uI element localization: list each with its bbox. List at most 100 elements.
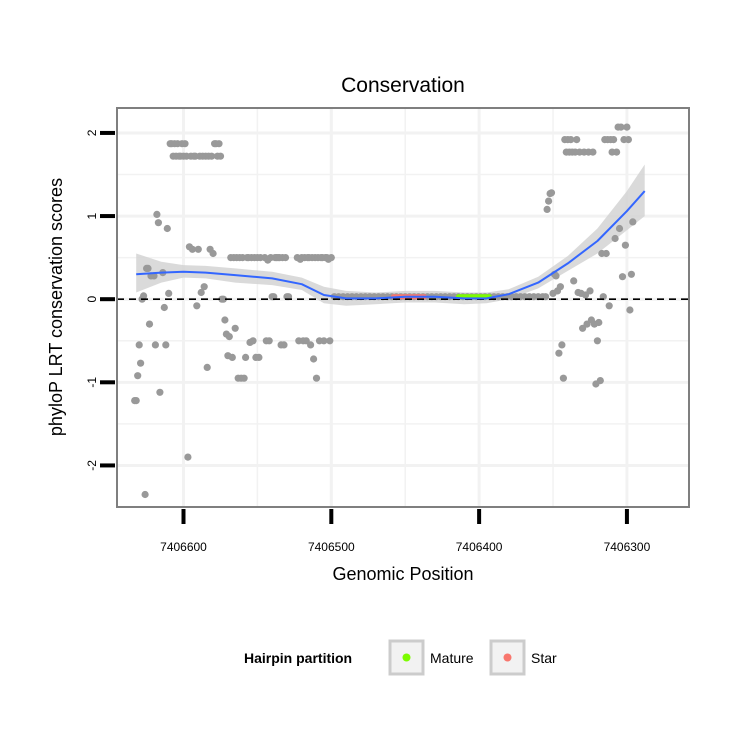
data-point	[307, 341, 315, 349]
data-point	[558, 341, 566, 349]
data-point	[547, 189, 556, 197]
data-point	[162, 341, 170, 349]
panel-border	[116, 107, 690, 508]
data-point	[151, 341, 159, 349]
data-point	[219, 295, 227, 303]
data-point	[615, 224, 624, 233]
smooth-fit-line	[136, 190, 646, 300]
data-point	[618, 273, 627, 281]
data-point	[156, 388, 164, 396]
data-point	[216, 152, 225, 160]
data-point	[225, 333, 233, 341]
y-tick-label: -1	[85, 377, 99, 388]
data-point	[320, 337, 328, 345]
x-tick-label: 7406300	[604, 540, 651, 554]
data-point	[240, 374, 248, 382]
data-point	[203, 363, 211, 371]
y-tick-label: 0	[85, 296, 99, 303]
data-point	[249, 337, 257, 345]
data-point	[613, 148, 621, 156]
legend-swatch-star	[503, 653, 512, 662]
data-point	[188, 245, 196, 253]
data-point	[145, 320, 154, 328]
data-point	[312, 374, 321, 382]
data-point	[611, 234, 619, 243]
data-point	[165, 289, 173, 297]
data-point	[181, 140, 189, 148]
data-point	[193, 302, 201, 310]
data-point	[624, 136, 633, 144]
data-point	[602, 249, 610, 258]
data-point	[153, 210, 161, 218]
data-point	[626, 306, 634, 314]
data-point	[200, 283, 208, 291]
data-point	[242, 353, 250, 361]
data-point	[209, 249, 217, 258]
y-tick-label: 1	[85, 212, 99, 219]
data-point	[228, 353, 236, 361]
data-point	[208, 152, 216, 160]
data-point	[589, 148, 597, 156]
x-tick-label: 7406400	[456, 540, 503, 554]
data-point	[623, 123, 631, 131]
data-point	[215, 140, 223, 148]
data-point	[265, 337, 273, 345]
data-point	[629, 218, 637, 226]
data-point	[545, 197, 553, 205]
legend-label-star: Star	[531, 650, 557, 666]
data-point	[163, 224, 171, 233]
data-point	[194, 245, 202, 253]
legend-title: Hairpin partition	[244, 650, 352, 666]
data-point	[134, 372, 142, 380]
x-axis: 7406600 7406500 7406400 7406300	[160, 509, 651, 554]
plot-panel	[117, 108, 689, 507]
data-point	[280, 341, 288, 349]
x-tick-label: 7406600	[160, 540, 207, 554]
x-axis-title: Genomic Position	[332, 564, 473, 584]
data-point	[617, 123, 625, 131]
y-tick-label: -2	[85, 460, 99, 471]
data-point	[595, 318, 603, 327]
data-point	[556, 283, 565, 291]
data-point	[326, 337, 334, 345]
data-point	[570, 277, 578, 285]
data-point	[144, 264, 152, 272]
data-point	[605, 302, 613, 310]
data-point	[281, 254, 290, 262]
data-point	[552, 272, 560, 280]
data-point	[160, 303, 168, 312]
data-point	[327, 254, 335, 262]
data-point	[610, 136, 618, 144]
chart-title: Conservation	[341, 74, 465, 97]
data-point	[596, 377, 604, 385]
y-axis: -2 -1 0 1 2	[85, 129, 115, 471]
legend: Hairpin partition Mature Star	[244, 639, 557, 676]
legend-label-mature: Mature	[430, 650, 474, 666]
data-point	[593, 337, 602, 345]
y-tick-label: 2	[85, 129, 99, 136]
data-point	[135, 341, 143, 349]
data-point	[197, 288, 205, 297]
data-point	[255, 353, 263, 361]
data-point	[141, 490, 149, 499]
data-point	[137, 359, 145, 367]
data-point	[310, 355, 318, 363]
data-point	[132, 397, 140, 405]
data-point	[221, 316, 229, 324]
data-point	[140, 292, 148, 300]
data-point	[621, 241, 630, 249]
data-point	[231, 324, 239, 332]
smooth-fit-layer	[136, 190, 646, 300]
data-point	[586, 287, 594, 295]
data-point	[154, 219, 162, 227]
data-point	[627, 270, 636, 278]
data-point	[559, 374, 568, 382]
data-point	[567, 136, 575, 144]
data-point	[543, 205, 551, 213]
legend-swatch-mature	[402, 653, 411, 662]
data-point	[555, 349, 563, 357]
data-point	[573, 136, 581, 144]
data-point	[184, 453, 192, 461]
y-axis-title: phyloP LRT conservation scores	[46, 178, 66, 436]
